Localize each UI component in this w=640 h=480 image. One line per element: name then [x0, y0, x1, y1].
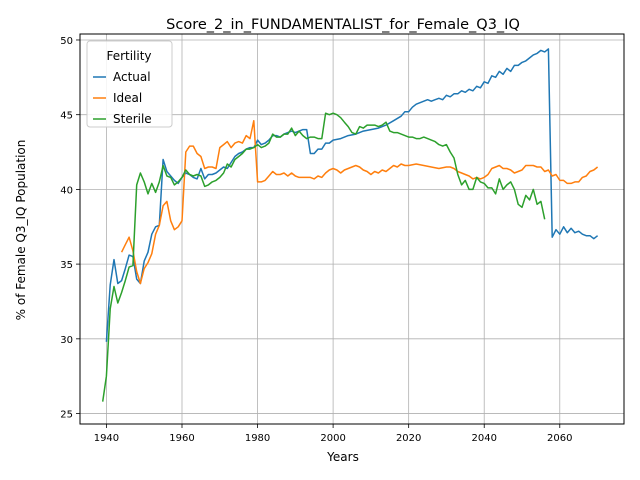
chart-title: Score_2_in_FUNDAMENTALIST_for_Female_Q3_…: [166, 17, 520, 33]
x-axis-label: Years: [326, 450, 359, 464]
x-tick-label: 2020: [396, 433, 421, 444]
series-lines: [101, 48, 599, 402]
legend-label-actual: Actual: [113, 70, 151, 84]
y-tick-label: 50: [60, 36, 73, 47]
y-tick-label: 30: [60, 335, 73, 346]
y-tick-label: 25: [60, 410, 73, 421]
legend-label-ideal: Ideal: [113, 91, 142, 105]
x-tick-label: 1980: [245, 433, 270, 444]
y-axis: 25 30 35 40 45 50: [60, 36, 80, 421]
x-axis: 1940 1960 1980 2000 2020 2040 2060: [94, 424, 573, 444]
legend-box: [86, 40, 173, 128]
y-axis-label: % of Female Q3_IQ Population: [14, 140, 28, 321]
legend-items: Actual Ideal Sterile: [93, 70, 152, 126]
x-tick-label: 1940: [94, 433, 119, 444]
legend-label-sterile: Sterile: [113, 112, 152, 126]
legend-title: Fertility: [106, 49, 151, 63]
x-tick-label: 2040: [471, 433, 496, 444]
y-tick-label: 45: [60, 111, 73, 122]
x-tick-label: 1960: [169, 433, 194, 444]
plot-area-frame: [79, 33, 625, 425]
legend: Fertility Actual Ideal Sterile: [86, 40, 173, 128]
series-line-ideal: [120, 119, 599, 285]
x-tick-label: 2000: [320, 433, 345, 444]
y-tick-label: 35: [60, 260, 73, 271]
series-line-sterile: [101, 112, 546, 402]
x-tick-label: 2060: [547, 433, 572, 444]
y-tick-label: 40: [60, 185, 73, 196]
